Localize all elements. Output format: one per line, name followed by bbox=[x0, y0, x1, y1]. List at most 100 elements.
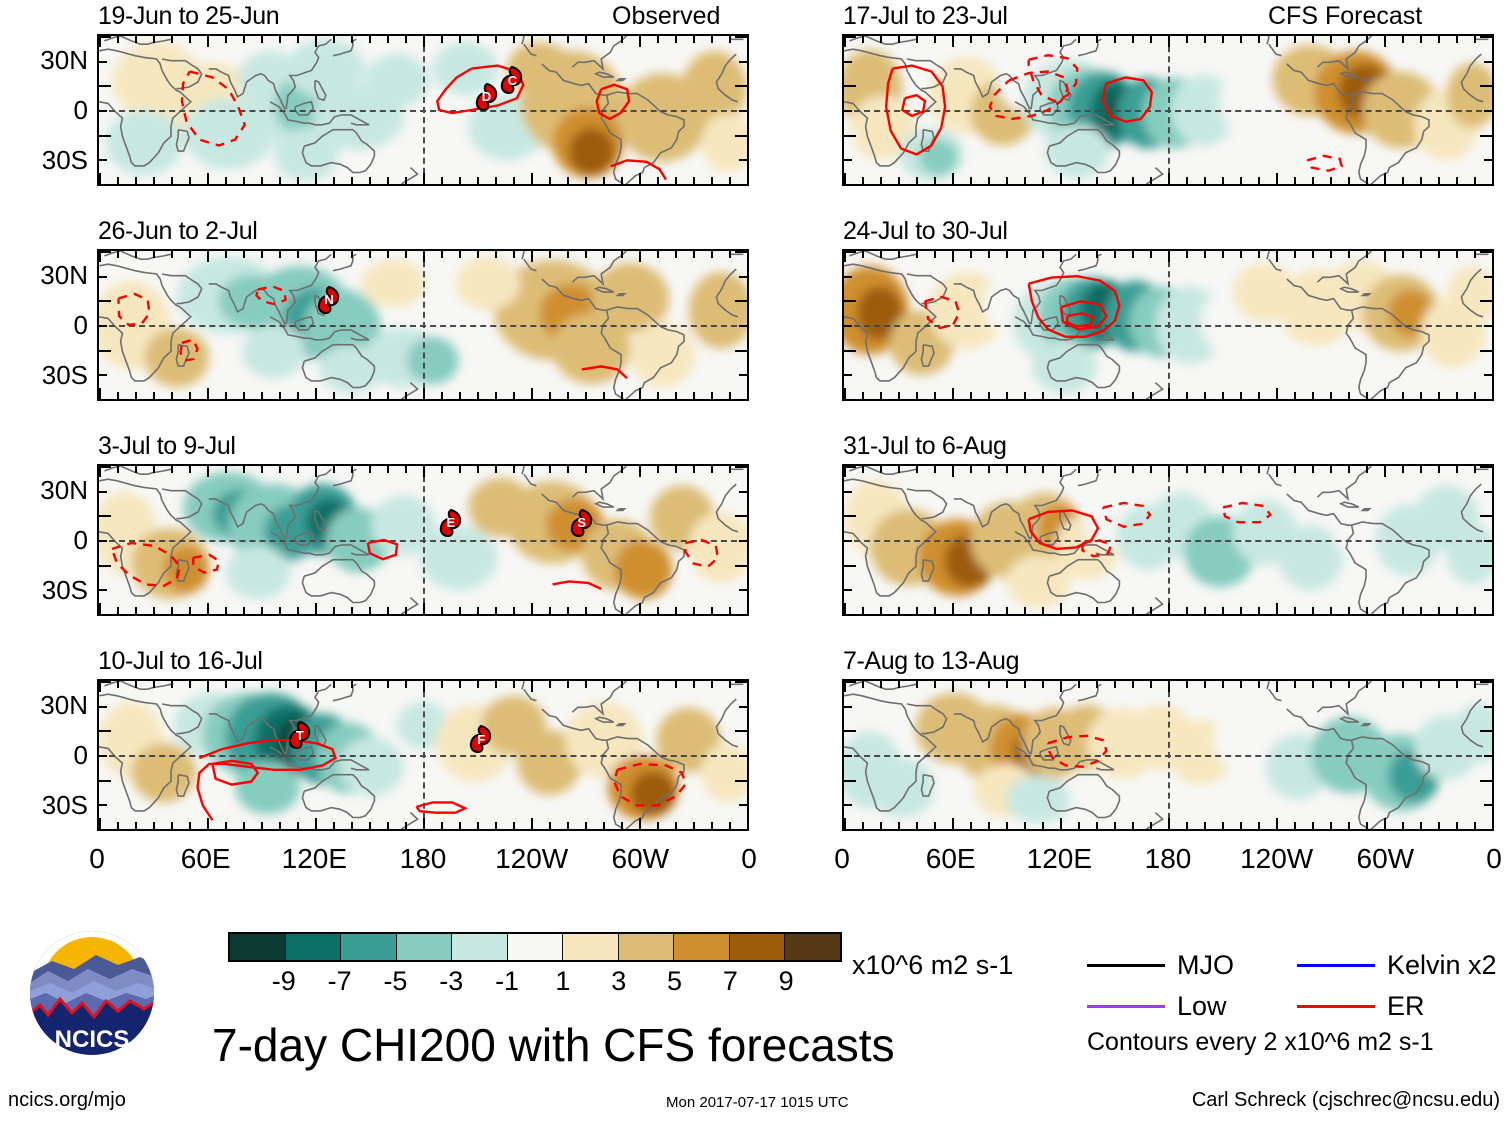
y-label-30n-2: 30N bbox=[40, 260, 88, 290]
storm-marker-n[interactable]: N bbox=[316, 285, 342, 315]
x-tick-xaxis-left-0: 0 bbox=[89, 843, 105, 874]
legend-entry-mjo: MJO bbox=[1087, 952, 1234, 979]
legend-label-low: Low bbox=[1177, 991, 1227, 1021]
column-header-forecast: CFS Forecast bbox=[1268, 2, 1423, 30]
er-contours-m7 bbox=[1027, 501, 1273, 558]
er-contours-m6 bbox=[923, 274, 1121, 339]
colorbar-tick--3: -3 bbox=[439, 966, 464, 996]
storm-marker-label: T bbox=[295, 727, 304, 743]
storm-marker-d[interactable]: D bbox=[474, 82, 500, 112]
er-contours-m8 bbox=[1046, 734, 1108, 769]
column-header-observed: Observed bbox=[612, 2, 721, 30]
dateline-m3 bbox=[423, 466, 425, 614]
legend-entry-kelvin: Kelvin x2 bbox=[1297, 952, 1497, 979]
colorbar-tick--1: -1 bbox=[495, 966, 520, 996]
colorbar-band-4 bbox=[452, 934, 508, 960]
x-axis-left: 0 60E 120E 180 120W 60W 0 bbox=[89, 843, 757, 877]
map-content-m7 bbox=[844, 466, 1492, 614]
storm-marker-s[interactable]: S bbox=[569, 508, 595, 538]
storm-marker-f[interactable]: F bbox=[468, 724, 494, 754]
colorbar bbox=[228, 932, 842, 962]
storm-marker-label: N bbox=[324, 292, 334, 308]
legend-label-kelvin: Kelvin x2 bbox=[1387, 950, 1497, 980]
legend-swatch-kelvin bbox=[1297, 964, 1375, 967]
y-axis-labels-2: 30N 0 30S bbox=[0, 249, 88, 401]
panel-title-8: 7-Aug to 13-Aug bbox=[843, 647, 1020, 675]
y-label-30s-1: 30S bbox=[41, 145, 88, 175]
colorbar-band-0 bbox=[230, 934, 286, 960]
legend-entry-er: ER bbox=[1297, 993, 1425, 1020]
coastlines-m2 bbox=[99, 251, 744, 399]
x-tick-xaxis-left-6: 0 bbox=[741, 843, 757, 874]
storm-marker-e[interactable]: E bbox=[438, 508, 464, 538]
legend-label-er: ER bbox=[1387, 991, 1425, 1021]
x-tick-xaxis-right-3: 180 bbox=[1144, 843, 1192, 874]
colorbar-band-10 bbox=[785, 934, 841, 960]
storm-marker-c[interactable]: C bbox=[499, 65, 525, 95]
storm-marker-label: C bbox=[507, 72, 518, 88]
x-axis-right: 0 60E 120E 180 120W 60W 0 bbox=[834, 843, 1502, 877]
ncics-logo: NCICS bbox=[22, 925, 162, 1065]
map-panel-2: N bbox=[97, 249, 749, 401]
dateline-m8 bbox=[1168, 681, 1170, 829]
panel-title-6: 24-Jul to 30-Jul bbox=[843, 217, 1008, 245]
dateline-m4 bbox=[423, 681, 425, 829]
shaded-field-m8 bbox=[844, 692, 1492, 824]
colorbar-band-5 bbox=[507, 934, 564, 960]
panel-title-2: 26-Jun to 2-Jul bbox=[98, 217, 258, 245]
colorbar-tick-5: 5 bbox=[667, 966, 683, 996]
panel-title-3: 3-Jul to 9-Jul bbox=[98, 432, 236, 460]
map-content-m2: N bbox=[99, 251, 747, 399]
er-contours-m1 bbox=[180, 64, 668, 181]
y-label-30n-4: 30N bbox=[40, 690, 88, 720]
panel-title-1: 19-Jun to 25-Jun bbox=[98, 2, 280, 30]
colorbar-tick--7: -7 bbox=[327, 966, 352, 996]
footer-link[interactable]: ncics.org/mjo bbox=[8, 1089, 126, 1111]
shaded-field-m2 bbox=[99, 256, 747, 394]
colorbar-band-2 bbox=[341, 934, 397, 960]
colorbar-band-8 bbox=[674, 934, 730, 960]
panel-title-4: 10-Jul to 16-Jul bbox=[98, 647, 263, 675]
y-label-30n-3: 30N bbox=[40, 475, 88, 505]
storm-marker-label: E bbox=[446, 515, 456, 531]
map-panel-8 bbox=[842, 679, 1494, 831]
x-tick-xaxis-left-5: 60W bbox=[611, 843, 670, 874]
dateline-m7 bbox=[1168, 466, 1170, 614]
map-content-m8 bbox=[844, 681, 1492, 829]
y-axis-labels-4: 30N 0 30S bbox=[0, 679, 88, 831]
storm-marker-label: S bbox=[577, 515, 587, 531]
colorbar-band-3 bbox=[396, 934, 453, 960]
storm-marker-t[interactable]: T bbox=[287, 720, 313, 750]
x-tick-xaxis-right-5: 60W bbox=[1356, 843, 1415, 874]
colorbar-labels: -9 -7 -5 -3 -1 1 3 5 7 9 bbox=[228, 968, 842, 998]
storm-marker-label: F bbox=[477, 731, 486, 747]
map-content-m5 bbox=[844, 36, 1492, 184]
panel-title-5: 17-Jul to 23-Jul bbox=[843, 2, 1008, 30]
ncics-logo-mark: NCICS bbox=[30, 931, 154, 1055]
storm-marker-label: D bbox=[481, 89, 492, 105]
colorbar-band-6 bbox=[563, 934, 619, 960]
er-contours-m5 bbox=[884, 53, 1344, 172]
y-label-30s-2: 30S bbox=[41, 360, 88, 390]
colorbar-band-7 bbox=[618, 934, 675, 960]
map-content-m6 bbox=[844, 251, 1492, 399]
shaded-field-m6 bbox=[844, 259, 1492, 394]
y-axis-labels-1: 30N 0 30S bbox=[0, 34, 88, 186]
x-tick-xaxis-right-4: 120W bbox=[1240, 843, 1314, 874]
colorbar-tick-9: 9 bbox=[778, 966, 794, 996]
colorbar-tick-1: 1 bbox=[555, 966, 571, 996]
colorbar-tick-3: 3 bbox=[611, 966, 627, 996]
x-tick-xaxis-right-1: 60E bbox=[925, 843, 976, 874]
map-panel-6 bbox=[842, 249, 1494, 401]
y-label-0-4: 0 bbox=[73, 740, 88, 770]
x-tick-xaxis-right-6: 0 bbox=[1486, 843, 1502, 874]
panel-title-7: 31-Jul to 6-Aug bbox=[843, 432, 1007, 460]
footer-author: Carl Schreck (cjschrec@ncsu.edu) bbox=[1191, 1089, 1500, 1111]
er-contours-m2 bbox=[117, 285, 628, 380]
